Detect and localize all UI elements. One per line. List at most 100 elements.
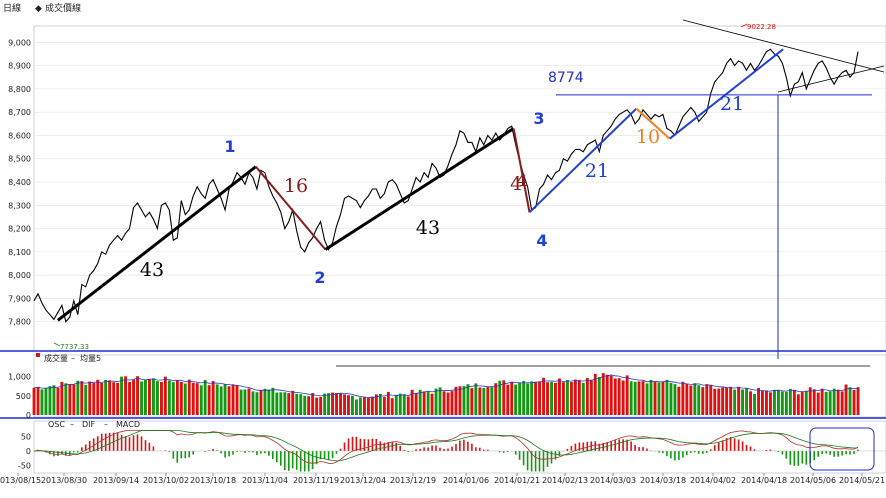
macd-tick-label: -50 <box>18 462 31 471</box>
volume-bar <box>581 383 585 415</box>
high-annotation-pointer <box>740 23 748 28</box>
date-tick-label: 2014/05/21 <box>839 476 885 485</box>
price-tick-label: 9,000 <box>8 38 31 47</box>
volume-bar <box>645 383 649 415</box>
volume-bar <box>243 389 247 415</box>
volume-bar <box>438 387 442 415</box>
volume-bar <box>442 391 446 415</box>
volume-bar <box>108 380 112 415</box>
volume-bar <box>351 395 354 415</box>
volume-bar <box>422 391 426 415</box>
date-tick-label: 2014/03/18 <box>640 476 686 485</box>
volume-bar <box>693 383 697 415</box>
volume-bar <box>156 381 159 415</box>
wave-point-label: 4 <box>536 231 547 250</box>
volume-bar <box>780 391 784 415</box>
volume-bar <box>589 380 593 415</box>
date-tick-label: 2014/04/02 <box>690 476 736 485</box>
volume-bar <box>295 393 299 415</box>
volume-legend-label: 成交量 <box>44 353 68 363</box>
macd-legend-dif: DIF <box>82 420 96 429</box>
wave-point-label: 4 <box>516 171 527 190</box>
wave-segment-7 <box>669 48 784 140</box>
volume-bar <box>709 385 713 415</box>
volume-bar <box>761 391 764 415</box>
wave-point-label: 2 <box>314 268 325 287</box>
volume-bar <box>195 383 199 415</box>
volume-bar <box>370 396 374 415</box>
volume-bar <box>219 386 223 415</box>
volume-bar <box>450 391 454 415</box>
volume-bar <box>402 394 406 415</box>
volume-average-line <box>33 374 859 399</box>
date-tick-label: 2014/05/06 <box>790 476 836 485</box>
volume-bar <box>327 393 330 415</box>
volume-bar <box>832 388 836 415</box>
volume-bar <box>136 376 139 415</box>
volume-bar <box>331 392 334 415</box>
volume-bar <box>80 381 84 415</box>
volume-bar <box>558 378 561 415</box>
volume-bar <box>446 392 450 415</box>
volume-tick-label: 0 <box>26 411 31 420</box>
volume-bar <box>287 393 291 415</box>
date-tick-label: 2013/09/14 <box>93 476 139 485</box>
volume-bar <box>355 399 358 415</box>
volume-bar <box>550 381 553 415</box>
volume-bar <box>554 382 557 415</box>
price-tick-label: 8,600 <box>8 131 31 140</box>
volume-bar <box>171 382 175 415</box>
volume-bar <box>44 388 48 415</box>
wave-segment-2 <box>255 166 327 251</box>
volume-bar <box>203 380 207 415</box>
volume-bar <box>303 395 307 415</box>
volume-bar <box>382 396 386 415</box>
volume-bar <box>530 381 534 415</box>
volume-bar <box>271 387 275 415</box>
volume-bar <box>677 386 681 415</box>
volume-bar <box>820 388 824 415</box>
macd-signal-line <box>33 430 859 462</box>
volume-bar <box>621 380 625 415</box>
volume-bar <box>48 386 52 415</box>
volume-bar <box>247 388 251 415</box>
low-annotation: 7737.33 <box>60 343 89 351</box>
volume-bar <box>478 387 482 415</box>
volume-bar <box>546 382 549 415</box>
volume-bar <box>179 382 183 415</box>
volume-bar <box>597 376 601 415</box>
volume-bar <box>52 385 56 415</box>
price-tick-label: 8,900 <box>8 62 31 71</box>
volume-bar <box>617 378 621 415</box>
volume-bar <box>140 381 143 415</box>
date-tick-label: 2014/01/06 <box>443 476 489 485</box>
volume-bar <box>788 388 792 415</box>
volume-bar <box>506 384 510 415</box>
volume-bar <box>128 382 131 415</box>
volume-bar <box>856 387 860 415</box>
wave-count-label: 4 <box>510 173 522 195</box>
volume-bar <box>148 379 151 415</box>
date-tick-label: 2013/10/18 <box>190 476 236 485</box>
volume-bar <box>462 386 466 415</box>
volume-bar <box>163 376 167 415</box>
volume-bar <box>796 394 800 415</box>
date-tick-label: 2013/12/04 <box>340 476 386 485</box>
price-tick-label: 7,800 <box>8 318 31 327</box>
volume-bar <box>207 385 211 415</box>
volume-bar <box>518 382 522 415</box>
macd-highlight-box <box>809 427 875 471</box>
volume-bar <box>84 384 88 415</box>
triangle-upper-trendline <box>682 19 885 73</box>
volume-bar <box>717 388 721 415</box>
volume-bar <box>56 387 60 415</box>
volume-bar <box>526 383 530 415</box>
volume-bar <box>661 381 665 415</box>
volume-bar <box>605 374 609 415</box>
volume-bar <box>187 379 191 415</box>
volume-bar <box>609 375 613 415</box>
volume-bar <box>199 385 203 415</box>
annotations: 8774 9022.28 7737.33 <box>53 19 885 471</box>
volume-bar <box>367 398 370 415</box>
volume-bar <box>490 387 494 415</box>
